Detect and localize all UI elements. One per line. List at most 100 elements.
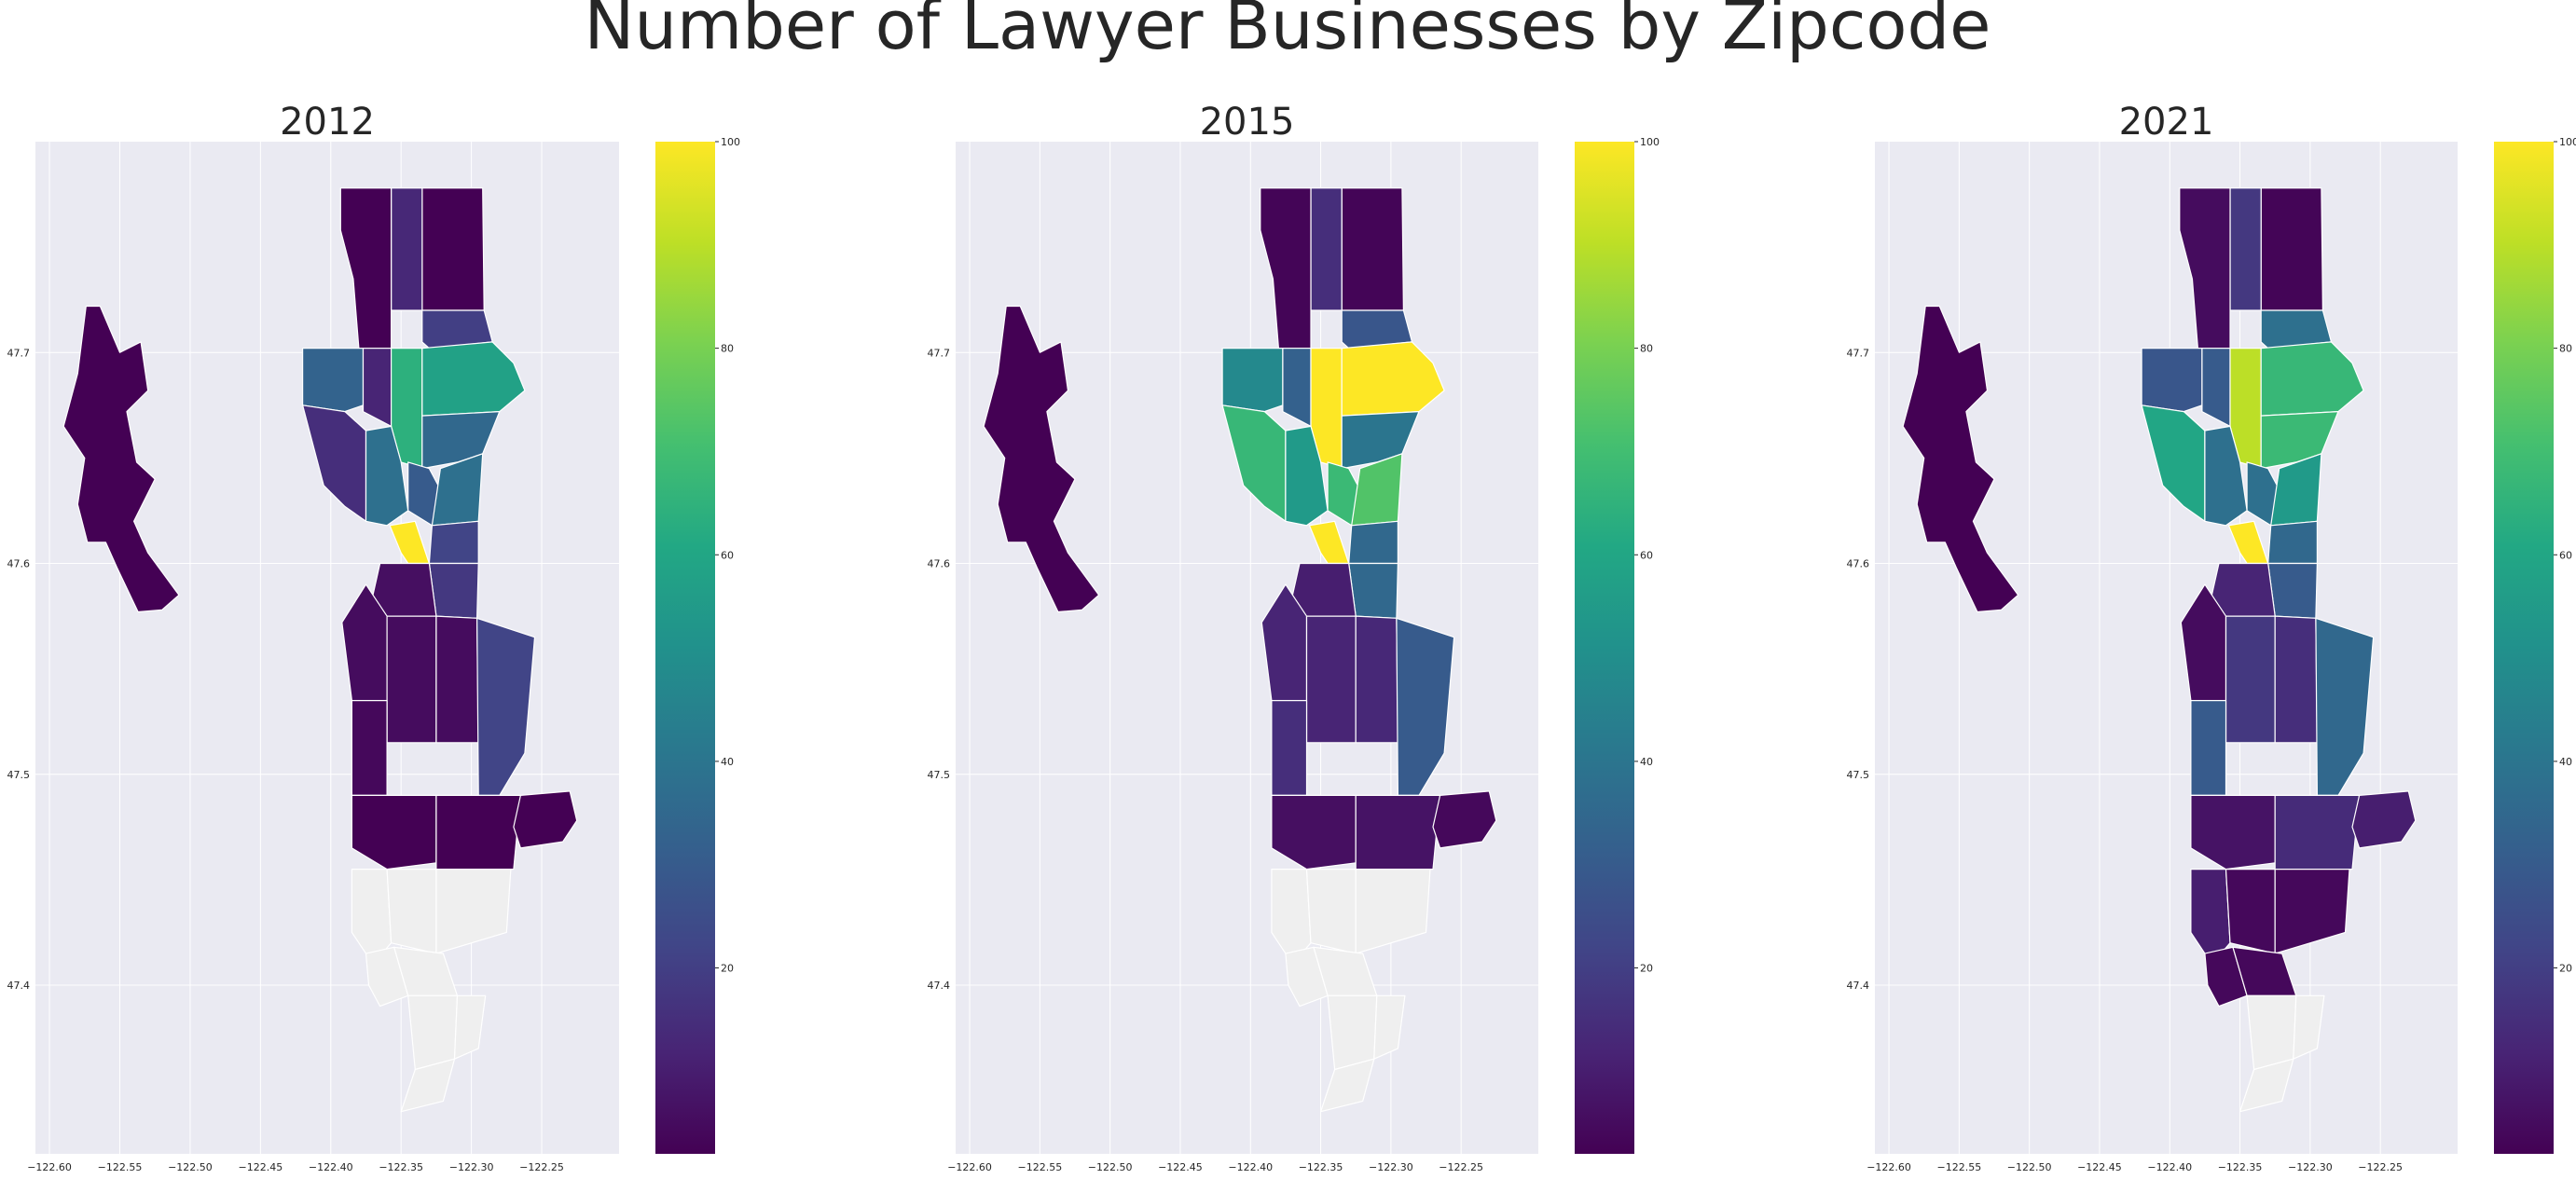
zip-region [1327,994,1378,1071]
x-tick-label: −122.30 [1369,1161,1413,1173]
x-tick-label: −122.45 [238,1161,282,1173]
x-tick-label: −122.45 [1158,1161,1203,1173]
x-tick-label: −122.35 [2218,1161,2263,1173]
y-tick-label: 47.4 [7,980,31,992]
zip-region [1271,794,1357,871]
x-tick-label: −122.40 [309,1161,353,1173]
x-tick-label: −122.50 [2007,1161,2052,1173]
colorbar-tick-label: 60 [1640,549,1653,561]
zip-region [1348,520,1399,565]
zip-region [1355,868,1431,954]
colorbar-tick-label: 100 [721,136,740,148]
zip-region [2274,868,2350,954]
y-tick-label: 47.7 [1847,347,1870,359]
x-tick-label: −122.35 [1299,1161,1343,1173]
zip-region [1348,562,1399,619]
x-tick-label: −122.50 [1088,1161,1133,1173]
x-tick-label: −122.25 [519,1161,564,1173]
colorbar-tick-label: 100 [2559,136,2576,148]
colorbar-tick-label: 20 [721,963,734,975]
zip-region-island [62,305,180,613]
colorbar-tick-label: 20 [2559,963,2572,975]
zip-region [2260,187,2323,311]
zip-region-island [1902,305,2019,613]
colorbar [1575,142,1634,1154]
zip-region [351,794,437,871]
x-tick-label: −122.50 [168,1161,213,1173]
zip-region [386,615,437,744]
y-tick-label: 47.6 [7,558,31,570]
zip-region [2229,187,2262,311]
y-tick-label: 47.5 [1847,769,1870,781]
colorbar-tick-label: 80 [1640,343,1653,355]
zip-region [351,699,388,797]
colorbar-tick-label: 80 [2559,343,2572,355]
map-panel-2021: 2021 −122.60 −122.55 −122.50 −122.45 −122.40 −… [1847,101,2576,1173]
zip-region [453,994,487,1060]
zip-region [386,868,437,954]
zip-region [428,520,479,565]
x-tick-label: −122.40 [2147,1161,2192,1173]
panel-title: 2012 [280,101,375,144]
zip-region [2225,868,2276,954]
panel-title: 2021 [2119,101,2214,144]
x-tick-label: −122.25 [2358,1161,2403,1173]
zip-region [2225,615,2276,744]
colorbar-tick-label: 60 [721,549,734,561]
colorbar-tick-label: 60 [2559,549,2572,561]
zip-region [1305,868,1357,954]
zip-region [1432,790,1497,849]
y-tick-label: 47.4 [1847,980,1870,992]
zip-region [2274,794,2361,871]
x-tick-label: −122.55 [1018,1161,1063,1173]
panel-title: 2015 [1200,101,1295,144]
zip-region [1373,994,1406,1060]
zip-region [513,790,578,849]
colorbar-tick-label: 100 [1640,136,1660,148]
x-tick-label: −122.25 [1439,1161,1483,1173]
colorbar-tick-label: 80 [721,343,734,355]
x-tick-label: −122.30 [449,1161,494,1173]
y-tick-label: 47.6 [928,558,951,570]
zip-region [2204,946,2248,1008]
zip-region [1285,946,1329,1008]
colorbar-tick-label: 20 [1640,963,1653,975]
zip-region [1355,615,1399,744]
map-panel-2015: 2015 −122.60 −122.55 −122.50 −122.45 −122.40 −… [928,101,1660,1173]
x-tick-label: −122.60 [1867,1161,1911,1173]
colorbar-tick-label: 40 [1640,756,1653,768]
zip-region [2190,794,2276,871]
colorbar [655,142,715,1154]
zip-region [1221,348,1284,413]
x-tick-label: −122.60 [27,1161,72,1173]
zip-region [1305,615,1357,744]
zip-region [428,562,479,619]
zip-region [2274,615,2318,744]
zip-region [476,617,536,797]
y-tick-label: 47.7 [7,347,31,359]
y-tick-label: 47.5 [7,769,31,781]
zip-region [400,1058,456,1113]
x-tick-label: −122.35 [379,1161,423,1173]
x-tick-label: −122.40 [1228,1161,1273,1173]
zip-region [1396,617,1455,797]
zip-region [2351,790,2417,849]
colorbar-tick-label: 40 [721,756,734,768]
zip-region [421,187,485,311]
zip-region [1355,794,1441,871]
zip-region [435,794,522,871]
zip-region [365,946,409,1008]
x-tick-label: −122.45 [2077,1161,2122,1173]
zip-region-island [983,305,1100,613]
zip-region [435,868,512,954]
colorbar [2494,142,2554,1154]
zip-region [302,348,365,413]
x-tick-label: −122.55 [1937,1161,1982,1173]
zip-region [2267,562,2318,619]
x-tick-label: −122.30 [2288,1161,2333,1173]
zip-region [1319,1058,1375,1113]
y-tick-label: 47.5 [928,769,951,781]
zip-region [1341,187,1405,311]
zip-region [1310,187,1343,311]
map-panel-2012: 2012 −122.60 −122.55 −122.50 −122.45 −122.40 −… [7,101,741,1173]
